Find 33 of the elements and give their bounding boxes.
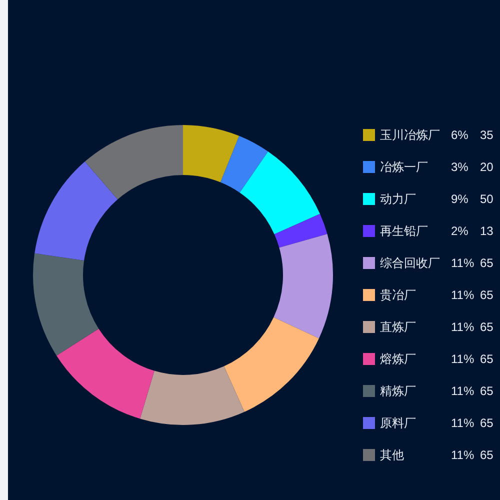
legend-percent: 6% [451, 128, 468, 142]
legend-percent: 9% [451, 192, 468, 206]
legend-label: 直炼厂 [380, 320, 416, 334]
legend-label: 再生铅厂 [380, 224, 428, 238]
data-label: 65 [480, 320, 494, 334]
legend-label: 熔炼厂 [380, 352, 416, 366]
legend-label: 冶炼一厂 [380, 160, 428, 174]
legend-percent: 11% [451, 416, 474, 430]
legend-label: 综合回收厂 [380, 256, 440, 270]
data-label: 20 [480, 160, 494, 174]
legend-label: 原料厂 [380, 416, 416, 430]
data-label: 65 [480, 384, 494, 398]
legend-percent: 11% [451, 288, 474, 302]
legend-percent: 11% [451, 320, 474, 334]
data-label: 50 [480, 192, 494, 206]
legend-label: 动力厂 [380, 192, 416, 206]
legend-percent: 2% [451, 224, 468, 238]
data-label: 35 [480, 128, 494, 142]
legend-percent: 11% [451, 256, 474, 270]
legend-label: 贵冶厂 [380, 288, 416, 302]
legend-percent: 3% [451, 160, 468, 174]
legend-percent: 11% [451, 384, 474, 398]
data-label: 65 [480, 416, 494, 430]
data-label: 65 [480, 448, 494, 462]
legend-label: 其他 [380, 448, 404, 462]
data-label: 65 [480, 352, 494, 366]
legend-percent: 11% [451, 448, 474, 462]
data-label: 13 [480, 224, 494, 238]
data-label: 65 [480, 256, 494, 270]
data-label: 65 [480, 288, 494, 302]
legend-label: 玉川冶炼厂 [380, 128, 440, 142]
legend-label: 精炼厂 [380, 384, 416, 398]
legend-percent: 11% [451, 352, 474, 366]
